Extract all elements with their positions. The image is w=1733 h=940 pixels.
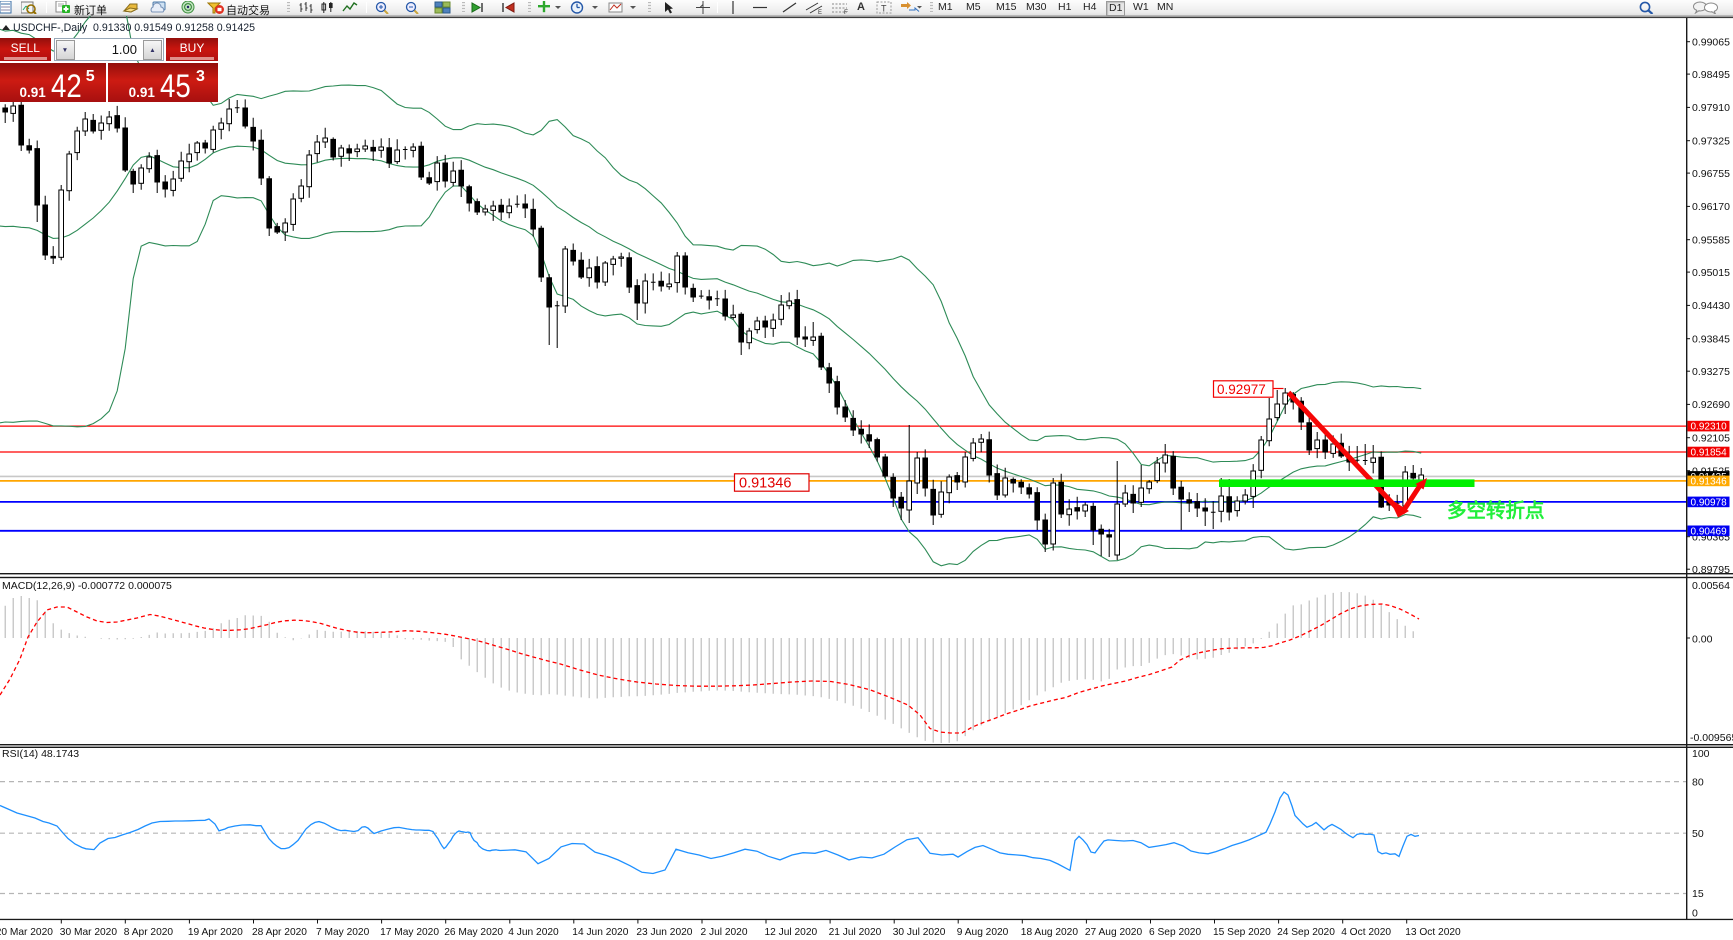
svg-text:0.91346: 0.91346 [739,476,791,492]
svg-text:14 Jun 2020: 14 Jun 2020 [572,927,628,938]
svg-text:23 Jun 2020: 23 Jun 2020 [636,927,692,938]
svg-text:30 Jul 2020: 30 Jul 2020 [893,927,946,938]
svg-text:24 Sep 2020: 24 Sep 2020 [1277,927,1335,938]
svg-text:9 Aug 2020: 9 Aug 2020 [957,927,1009,938]
svg-text:0.92105: 0.92105 [1692,433,1730,445]
svg-text:0.95015: 0.95015 [1692,267,1730,279]
svg-text:0.00564: 0.00564 [1692,580,1730,592]
svg-text:7 May 2020: 7 May 2020 [316,927,370,938]
svg-text:T: T [881,4,887,14]
svg-text:0.98495: 0.98495 [1692,69,1730,81]
svg-text:4 Jun 2020: 4 Jun 2020 [508,927,559,938]
svg-text:15: 15 [1692,888,1704,900]
svg-text:17 May 2020: 17 May 2020 [380,927,439,938]
svg-text:0.90978: 0.90978 [1691,498,1728,509]
svg-text:26 May 2020: 26 May 2020 [444,927,503,938]
svg-text:0.96170: 0.96170 [1692,201,1730,213]
svg-text:4 Oct 2020: 4 Oct 2020 [1341,927,1391,938]
svg-text:12 Jul 2020: 12 Jul 2020 [765,927,818,938]
svg-text:0.99065: 0.99065 [1692,37,1730,49]
svg-text:100: 100 [1692,748,1710,760]
svg-text:2 Jul 2020: 2 Jul 2020 [701,927,748,938]
svg-text:多空转折点: 多空转折点 [1447,499,1545,522]
svg-text:21 Jul 2020: 21 Jul 2020 [829,927,882,938]
svg-text:-0.009565: -0.009565 [1690,732,1733,744]
svg-text:30 Mar 2020: 30 Mar 2020 [60,927,118,938]
svg-text:6 Sep 2020: 6 Sep 2020 [1149,927,1201,938]
svg-text:0.96755: 0.96755 [1692,168,1730,180]
svg-text:50: 50 [1692,828,1704,840]
svg-text:19 Apr 2020: 19 Apr 2020 [188,927,243,938]
svg-text:RSI(14) 48.1743: RSI(14) 48.1743 [2,748,79,760]
svg-text:E: E [818,10,822,14]
svg-text:27 Aug 2020: 27 Aug 2020 [1085,927,1143,938]
svg-text:0.97325: 0.97325 [1692,136,1730,148]
svg-text:18 Aug 2020: 18 Aug 2020 [1021,927,1079,938]
svg-text:20 Mar 2020: 20 Mar 2020 [0,927,53,938]
svg-text:0.93275: 0.93275 [1692,366,1730,378]
svg-text:15 Sep 2020: 15 Sep 2020 [1213,927,1271,938]
svg-text:28 Apr 2020: 28 Apr 2020 [252,927,307,938]
svg-text:0.97910: 0.97910 [1692,102,1730,114]
svg-text:0.92310: 0.92310 [1691,422,1728,433]
svg-text:13 Oct 2020: 13 Oct 2020 [1405,927,1461,938]
svg-text:0: 0 [1692,908,1698,920]
svg-text:0.92977: 0.92977 [1217,382,1266,397]
svg-text:MACD(12,26,9) -0.000772 0.0000: MACD(12,26,9) -0.000772 0.000075 [2,580,172,592]
svg-text:F: F [844,9,848,14]
svg-text:0.91854: 0.91854 [1691,448,1728,459]
svg-text:0.92690: 0.92690 [1692,399,1730,411]
svg-text:0.94430: 0.94430 [1692,300,1730,312]
svg-text:0.89795: 0.89795 [1692,564,1730,576]
svg-text:0.93845: 0.93845 [1692,334,1730,346]
svg-text:0.90469: 0.90469 [1691,526,1728,537]
svg-text:8 Apr 2020: 8 Apr 2020 [124,927,174,938]
svg-text:80: 80 [1692,776,1704,788]
svg-text:0.00: 0.00 [1692,634,1713,646]
svg-text:USDCHF-,Daily 0.91330 0.91549: USDCHF-,Daily 0.91330 0.91549 0.91258 0.… [13,22,255,34]
svg-text:0.95585: 0.95585 [1692,235,1730,247]
svg-text:0.91346: 0.91346 [1691,477,1728,488]
